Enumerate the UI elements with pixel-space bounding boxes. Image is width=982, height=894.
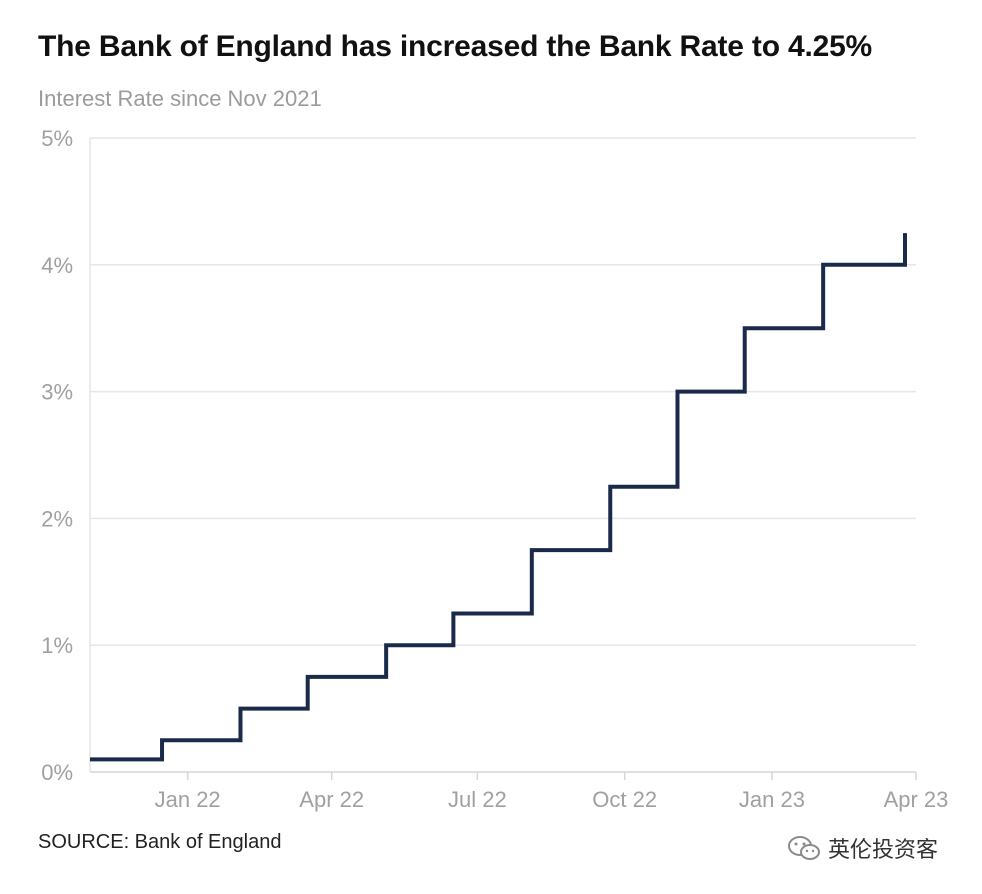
wechat-icon (788, 836, 820, 860)
y-tick-label: 1% (41, 633, 73, 658)
watermark: 英伦投资客 (786, 832, 938, 864)
y-axis-tick-labels: 0% 1% 2% 3% 4% 5% (41, 126, 73, 785)
y-tick-label: 3% (41, 380, 73, 405)
x-tick-label: Apr 23 (884, 787, 949, 812)
chart-title: The Bank of England has increased the Ba… (38, 30, 873, 63)
bank-rate-line (90, 233, 907, 762)
x-tick-label: Jul 22 (448, 787, 507, 812)
y-tick-label: 5% (41, 126, 73, 151)
x-tick-label: Jan 23 (739, 787, 805, 812)
x-axis: Jan 22 Apr 22 Jul 22 Oct 22 Jan 23 Apr 23 (89, 138, 949, 812)
y-tick-label: 0% (41, 760, 73, 785)
x-tick-label: Oct 22 (592, 787, 657, 812)
source-note: SOURCE: Bank of England (38, 831, 282, 853)
x-tick-label: Jan 22 (155, 787, 221, 812)
plot-area (90, 233, 907, 762)
bank-rate-chart: 0%1%2%3%4%5% Jan 22 Apr 22 Jul 22 Oct 22 Jan… (41, 126, 949, 812)
y-tick-label: 2% (41, 506, 73, 531)
gridlines (90, 137, 916, 646)
y-tick-label: 4% (41, 253, 73, 278)
x-tick-label: Apr 22 (299, 787, 364, 812)
watermark-text: 英伦投资客 (828, 837, 939, 862)
chart-subtitle: Interest Rate since Nov 2021 (38, 86, 322, 111)
